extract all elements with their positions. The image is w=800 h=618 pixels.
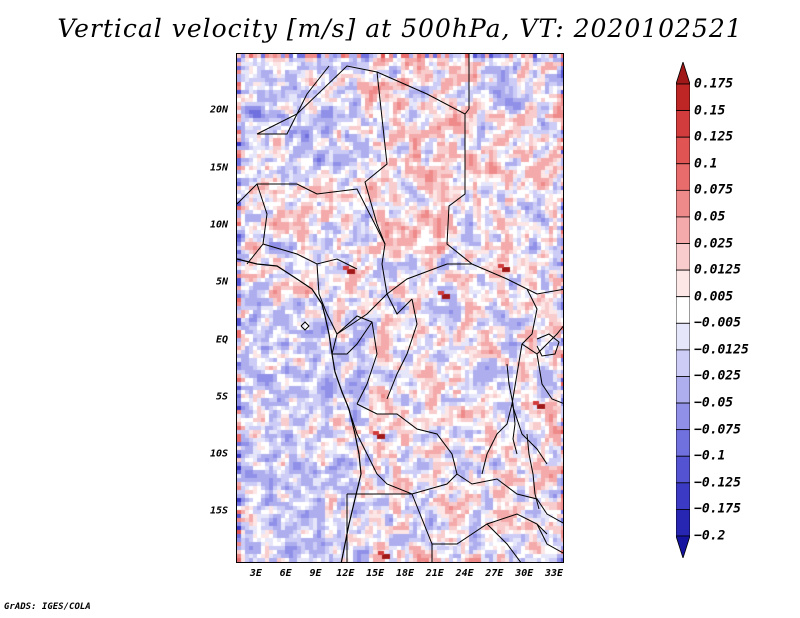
lon-tick-label: 27E bbox=[485, 568, 504, 579]
lon-tick-label: 18E bbox=[395, 568, 414, 579]
border-line bbox=[386, 263, 563, 295]
colorbar-segment bbox=[676, 402, 690, 431]
colorbar-segment bbox=[676, 349, 690, 377]
border-line bbox=[521, 288, 563, 355]
lake-outline bbox=[300, 321, 310, 331]
colorbar-label: 0.1 bbox=[694, 156, 718, 172]
colorbar-label: 0.025 bbox=[694, 236, 734, 252]
border-line bbox=[364, 71, 388, 245]
lake-outline bbox=[536, 333, 560, 357]
border-line bbox=[511, 343, 548, 465]
lon-tick-label: 24E bbox=[455, 568, 474, 579]
lat-tick-label: 20N bbox=[209, 104, 228, 116]
border-line bbox=[332, 321, 373, 355]
border-line bbox=[346, 403, 458, 495]
border-line bbox=[347, 493, 433, 562]
colorbar-label: −0.05 bbox=[694, 395, 734, 411]
colorbar bbox=[676, 62, 690, 558]
colorbar-label: 0.05 bbox=[694, 209, 726, 225]
lon-tick-label: 6E bbox=[279, 568, 292, 579]
colorbar-segment bbox=[676, 243, 690, 271]
colorbar-segment bbox=[676, 455, 690, 484]
colorbar-label: −0.1 bbox=[694, 448, 726, 464]
colorbar-segment bbox=[676, 482, 690, 510]
border-line bbox=[356, 403, 458, 475]
colorbar-segment bbox=[676, 216, 690, 244]
colorbar-segment bbox=[676, 322, 690, 351]
colorbar-segment bbox=[676, 296, 690, 324]
colorbar-segment bbox=[676, 429, 690, 457]
border-line bbox=[237, 183, 388, 295]
map-title: Vertical velocity [m/s] at 500hPa, VT: 2… bbox=[57, 14, 743, 43]
lat-tick-label: 5N bbox=[215, 276, 228, 288]
border-line bbox=[456, 473, 563, 524]
colorbar-label: 0.0125 bbox=[694, 262, 741, 278]
colorbar-segment bbox=[676, 189, 690, 218]
border-line bbox=[336, 315, 378, 405]
border-line bbox=[262, 243, 358, 270]
coastline bbox=[237, 258, 362, 562]
colorbar-label: 0.175 bbox=[694, 76, 734, 92]
lon-tick-label: 15E bbox=[366, 568, 385, 579]
colorbar-label: 0.15 bbox=[694, 103, 726, 119]
grads-credit: GrADS: IGES/COLA bbox=[4, 602, 91, 612]
border-line bbox=[536, 523, 563, 554]
lat-tick-label: 15N bbox=[209, 162, 228, 174]
colorbar-label: −0.175 bbox=[694, 501, 741, 517]
lat-tick-label: 15S bbox=[209, 505, 228, 517]
colorbar-label: −0.0125 bbox=[694, 342, 749, 358]
lon-tick-label: 3E bbox=[249, 568, 262, 579]
lon-tick-label: 33E bbox=[545, 568, 564, 579]
border-line bbox=[336, 293, 413, 335]
colorbar-label: −0.2 bbox=[694, 528, 726, 544]
colorbar-label: −0.125 bbox=[694, 475, 741, 491]
lon-tick-label: 9E bbox=[309, 568, 322, 579]
lon-tick-label: 12E bbox=[336, 568, 355, 579]
border-line bbox=[486, 523, 522, 562]
border-line bbox=[432, 513, 548, 545]
colorbar-segment bbox=[676, 269, 690, 298]
country-borders bbox=[237, 54, 563, 562]
lon-tick-label: 21E bbox=[425, 568, 444, 579]
border-line bbox=[316, 263, 338, 355]
border-line bbox=[481, 403, 513, 475]
lake-outline bbox=[526, 433, 540, 510]
colorbar-segment bbox=[676, 83, 690, 111]
border-line bbox=[257, 65, 330, 135]
colorbar-segment bbox=[676, 163, 690, 191]
colorbar-segment bbox=[676, 110, 690, 138]
border-line bbox=[446, 114, 473, 265]
colorbar-segment bbox=[676, 376, 690, 404]
colorbar-label: 0.125 bbox=[694, 129, 734, 145]
colorbar-label: −0.005 bbox=[694, 315, 741, 331]
vertical-velocity-field bbox=[237, 54, 563, 562]
map-panel bbox=[236, 53, 564, 563]
lake-outline bbox=[506, 363, 518, 455]
colorbar-segment bbox=[676, 136, 690, 165]
lat-tick-label: 5S bbox=[215, 391, 228, 403]
lat-tick-label: 10S bbox=[209, 448, 228, 460]
lat-tick-label: 10N bbox=[209, 219, 228, 231]
border-line bbox=[246, 183, 268, 265]
lat-tick-label: EQ bbox=[215, 334, 228, 346]
colorbar-segment bbox=[676, 62, 690, 85]
colorbar-label: 0.005 bbox=[694, 289, 734, 305]
border-line bbox=[256, 65, 470, 135]
lon-tick-label: 30E bbox=[515, 568, 534, 579]
border-line bbox=[386, 298, 418, 400]
border-line bbox=[536, 353, 563, 404]
colorbar-label: 0.075 bbox=[694, 182, 734, 198]
colorbar-label: −0.075 bbox=[694, 422, 741, 438]
colorbar-segment bbox=[676, 509, 690, 537]
colorbar-segment bbox=[676, 535, 690, 558]
colorbar-label: −0.025 bbox=[694, 368, 741, 384]
